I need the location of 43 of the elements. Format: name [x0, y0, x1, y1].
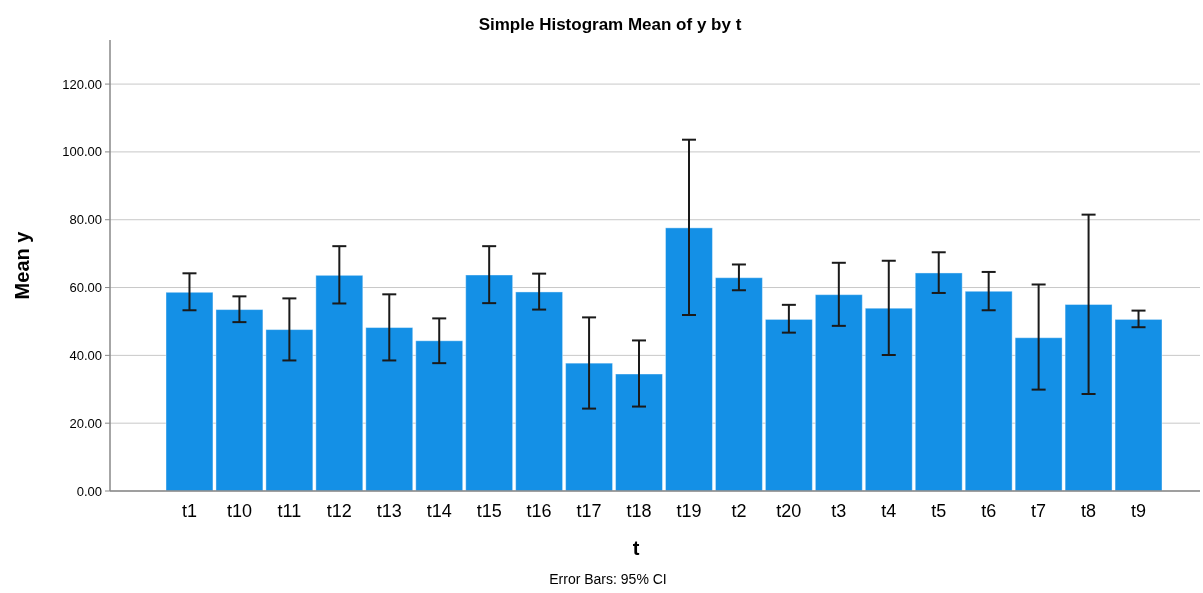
- text: Error Bars: 95% CI: [549, 571, 667, 587]
- x-tick-label: t17: [576, 501, 602, 521]
- bar: [864, 307, 913, 492]
- x-tick-label: t7: [1031, 501, 1047, 521]
- x-tick-label: t3: [831, 501, 847, 521]
- x-tick-label: t11: [277, 501, 302, 521]
- x-tick-label: t13: [376, 501, 402, 521]
- y-tick-label: 20.00: [69, 415, 102, 431]
- bar: [714, 277, 763, 492]
- y-tick-label: 100.00: [62, 144, 102, 160]
- x-tick-label: t12: [326, 501, 352, 521]
- x-tick-label: t10: [226, 501, 252, 521]
- bar: [515, 291, 564, 492]
- bar: [764, 318, 813, 492]
- bar: [665, 227, 713, 492]
- x-tick-label: t4: [881, 501, 897, 521]
- x-tick-label: t15: [476, 501, 502, 521]
- bar: [565, 362, 614, 492]
- x-tick-label: t1: [181, 501, 197, 521]
- y-tick-label: 0.00: [76, 483, 102, 499]
- bar: [615, 373, 663, 492]
- y-tick-label: 40.00: [69, 347, 102, 363]
- bar: [914, 272, 963, 492]
- chart-title: Simple Histogram Mean of y by t: [478, 15, 742, 34]
- y-tick-label: 120.00: [62, 76, 102, 92]
- x-tick-label: t14: [426, 501, 452, 521]
- bar: [415, 340, 464, 492]
- y-axis-title: Mean y: [11, 230, 33, 300]
- bar: [465, 274, 514, 492]
- x-tick-label: t18: [626, 501, 652, 521]
- bar: [814, 294, 863, 492]
- x-tick-label: t19: [676, 501, 702, 521]
- y-tick-label: 60.00: [69, 280, 102, 296]
- x-tick-label: t8: [1081, 501, 1097, 521]
- bar: [365, 327, 414, 492]
- x-tick-label: t5: [931, 501, 947, 521]
- x-tick-label: t6: [981, 501, 997, 521]
- y-tick-label: 80.00: [69, 212, 102, 228]
- x-tick-label: t9: [1131, 501, 1147, 521]
- x-tick-label: t16: [526, 501, 552, 521]
- x-tick-label: t20: [776, 501, 802, 521]
- x-tick-label: t2: [731, 501, 747, 521]
- x-axis-title: t: [632, 537, 640, 559]
